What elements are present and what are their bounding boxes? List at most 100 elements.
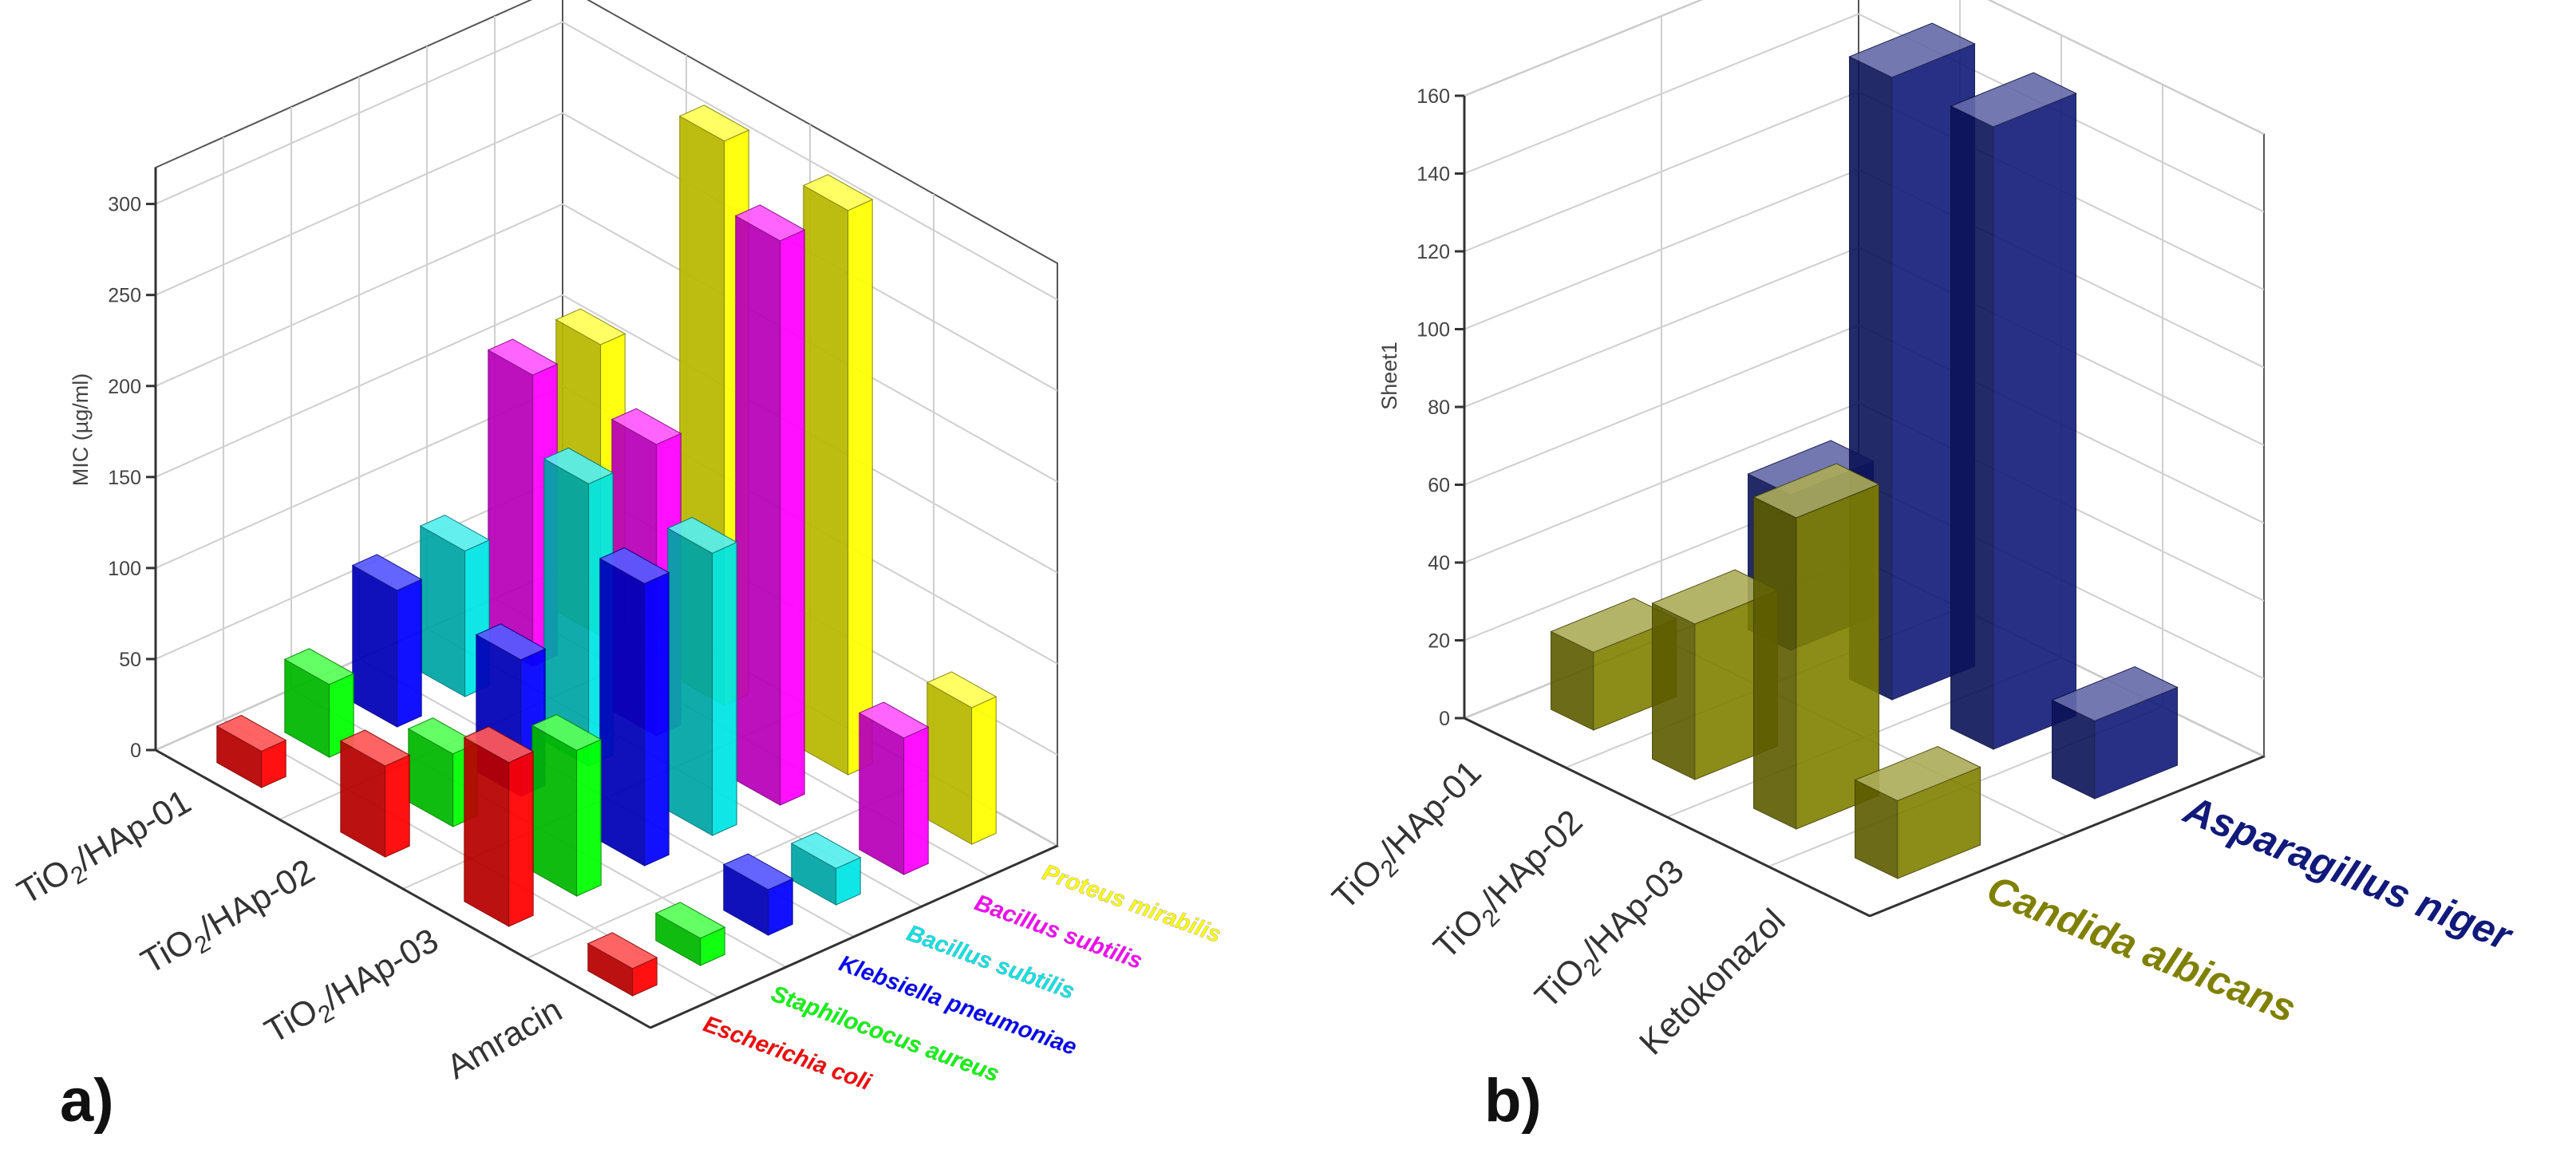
- z-tick-label: 100: [1416, 319, 1450, 342]
- category-label: TiO2/HAp-03: [259, 922, 448, 1056]
- category-label: TiO2/HAp-02: [1426, 803, 1594, 970]
- bar-face-top: [351, 554, 423, 591]
- bar-face-front: [464, 736, 510, 927]
- bar-face-front: [926, 681, 973, 845]
- bar-face-top: [215, 714, 287, 752]
- bar-face-side: [1993, 93, 2076, 750]
- category-label: Amracin: [441, 991, 569, 1087]
- category-label: Ketokonazol: [1632, 902, 1792, 1062]
- z-tick-label: 20: [1428, 630, 1450, 653]
- bar-face-side: [644, 571, 670, 867]
- panel-a-label: a): [60, 1067, 114, 1135]
- bar-face-top: [926, 671, 998, 709]
- series-axis-line: [1869, 755, 2265, 918]
- series-label: Asparagillus niger: [2177, 787, 2520, 960]
- z-axis-title: Sheet1: [1377, 342, 1401, 410]
- z-tick-label: 200: [108, 376, 141, 398]
- bar-klebsiella-pneumoniae-amracin: [722, 853, 794, 936]
- bar-face-front: [803, 184, 849, 776]
- bar-face-front: [1652, 602, 1696, 780]
- category-label: TiO2/HAp-01: [1325, 753, 1492, 921]
- bar-face-side: [397, 578, 422, 728]
- bar-face-top: [654, 902, 726, 939]
- bar-face-top: [802, 174, 874, 211]
- bar-face-top: [487, 338, 559, 376]
- z-tick-label: 40: [1428, 552, 1450, 575]
- z-tick-label: 160: [1416, 85, 1450, 108]
- bar-face-top: [734, 204, 806, 242]
- z-gridline: [1464, 13, 2265, 213]
- bar-face-front: [1753, 496, 1797, 830]
- panel-b-label: b): [1484, 1067, 1542, 1135]
- bar-candida-albicans-tio2-hap-03: [1752, 463, 1880, 830]
- bar-face-front: [488, 349, 534, 667]
- bar-face-side: [576, 739, 602, 897]
- bar-face-top: [666, 516, 738, 554]
- bar-face-top: [1950, 72, 2077, 128]
- bar-face-front: [667, 527, 713, 836]
- bar-bacillus-subtilis-amracin: [790, 831, 862, 906]
- panel-a: 0 50 100 150 200 250 300 MIC (µg/ml) TiO2/HAp-01…: [11, 0, 1224, 1096]
- category-axis-line: [1464, 717, 1871, 918]
- bar-face-front: [420, 525, 466, 697]
- bar-staphilococus-aureus-tio2-hap-03: [531, 713, 603, 897]
- bar-face-top: [1752, 463, 1880, 519]
- z-tick-label: 300: [108, 194, 141, 216]
- series-label: Candida albicans: [1981, 867, 2301, 1031]
- z-tick-label: 100: [108, 558, 141, 580]
- bar-face-top: [283, 648, 355, 685]
- bar-face-top: [419, 514, 491, 552]
- bar-escherichia-coli-amracin: [587, 932, 658, 997]
- z-gridline: [1464, 0, 2265, 135]
- bar-face-top: [722, 853, 794, 890]
- z-tick-label: 80: [1428, 397, 1450, 419]
- bar-face-top: [790, 831, 862, 869]
- z-tick-label: 60: [1428, 475, 1450, 497]
- bar-face-side: [508, 751, 534, 927]
- category-label: TiO2/HAp-02: [135, 852, 324, 987]
- category-axis-line: [155, 748, 651, 1029]
- z-tick-label: 0: [1439, 708, 1450, 730]
- bar-bacillus-subtilis-tio2-hap-03: [666, 516, 738, 836]
- bar-face-front: [531, 725, 578, 897]
- bar-face-top: [531, 713, 603, 752]
- bar-face-top: [599, 547, 670, 584]
- category-label: TiO2/HAp-03: [1527, 852, 1695, 1020]
- z-tick-label: 250: [108, 285, 141, 307]
- bar-face-side: [847, 199, 873, 776]
- bar-face-top: [678, 105, 750, 142]
- bar-face-front: [599, 558, 646, 867]
- bar-candida-albicans-ketokonazol: [1854, 745, 1981, 879]
- bar-face-front: [1950, 105, 1994, 750]
- bar-escherichia-coli-tio2-hap-02: [339, 729, 411, 858]
- bar-escherichia-coli-tio2-hap-03: [463, 726, 535, 927]
- bar-proteus-mirabilis-tio2-hap-03: [802, 174, 874, 776]
- z-tick-label: 120: [1416, 241, 1450, 263]
- bar-face-top: [587, 932, 658, 969]
- bar-face-top: [858, 701, 930, 739]
- bar-bacillus-subtilis-tio2-hap-03: [734, 204, 806, 806]
- bar-face-top: [1854, 745, 1981, 802]
- bar-face-top: [1848, 22, 1976, 78]
- bar-face-side: [712, 541, 737, 836]
- bar-face-top: [475, 623, 547, 661]
- bar-face-side: [780, 229, 805, 806]
- z-tick-label: 140: [1416, 164, 1450, 186]
- z-tick-label: 50: [119, 649, 141, 671]
- bar-face-front: [352, 564, 398, 728]
- bar-face-top: [610, 408, 682, 445]
- bar-face-front: [859, 712, 905, 875]
- series-label: Klebsiella pneumoniae: [836, 951, 1080, 1061]
- panel-b: 0 20 40 60 80 100 120 140 160 Sheet1 TiO2/HAp-01Ti…: [1325, 0, 2519, 1062]
- category-label: TiO2/HAp-01: [11, 783, 200, 918]
- bar-asparagillus-niger-tio2-hap-03: [1950, 72, 2077, 750]
- z-axis-title: MIC (µg/ml): [69, 373, 93, 487]
- bar-face-top: [339, 729, 411, 767]
- bar-proteus-mirabilis-amracin: [926, 671, 998, 845]
- bar-face-top: [555, 308, 626, 346]
- z-tick-label: 150: [108, 467, 141, 489]
- bar-klebsiella-pneumoniae-tio2-hap-01: [351, 554, 423, 728]
- series-axis-line: [650, 844, 1058, 1029]
